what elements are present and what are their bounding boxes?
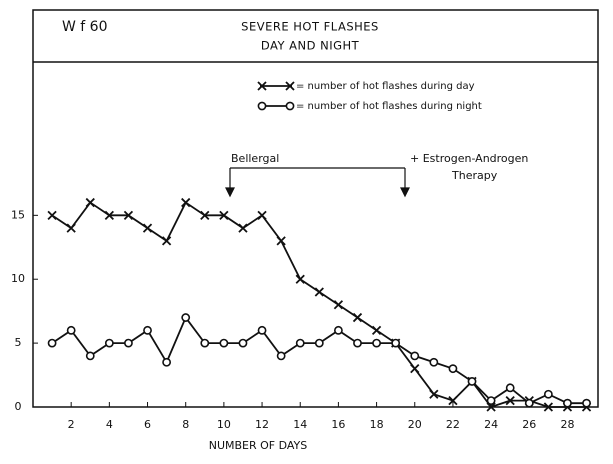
- x-marker: [47, 210, 57, 220]
- x-marker: [181, 197, 191, 208]
- x-marker: [200, 210, 210, 220]
- x-tick-label: 24: [484, 418, 498, 431]
- x-marker: [314, 287, 324, 297]
- legend-marker: [257, 101, 267, 111]
- o-marker: [467, 377, 477, 386]
- x-marker: [142, 223, 153, 233]
- legend-marker: [285, 81, 295, 91]
- x-tick-label: 6: [144, 418, 151, 431]
- x-marker: [66, 223, 76, 233]
- chart-subtitle: DAY AND NIGHT: [261, 39, 360, 53]
- legend-label: = number of hot flashes during day: [296, 81, 475, 92]
- chart-title: SEVERE HOT FLASHES: [241, 20, 379, 34]
- x-marker: [448, 395, 458, 406]
- x-marker: [429, 389, 439, 399]
- series-line: [51, 201, 587, 409]
- o-marker: [124, 338, 133, 348]
- o-marker: [314, 338, 324, 348]
- x-tick-label: 28: [560, 418, 574, 431]
- x-marker: [352, 312, 363, 323]
- x-marker: [410, 364, 420, 374]
- x-tick-label: 8: [182, 418, 189, 431]
- o-marker: [448, 364, 458, 374]
- x-tick-label: 16: [331, 418, 345, 431]
- x-tick-label: 12: [255, 418, 269, 431]
- o-marker: [257, 325, 267, 335]
- o-marker: [334, 325, 343, 335]
- panel-label: W f 60: [62, 19, 108, 35]
- o-marker: [524, 398, 534, 408]
- y-tick-label: 10: [11, 272, 25, 285]
- y-tick-label: 15: [11, 208, 25, 221]
- x-tick-label: 10: [217, 418, 231, 431]
- o-marker: [353, 338, 362, 348]
- o-marker: [486, 396, 496, 406]
- x-marker: [505, 395, 515, 406]
- o-marker: [410, 351, 420, 361]
- frame: [32, 9, 599, 408]
- x-tick-label: 26: [522, 418, 536, 431]
- x-marker: [85, 197, 95, 208]
- legend-label: = number of hot flashes during night: [296, 101, 482, 112]
- x-marker: [257, 210, 267, 220]
- o-marker: [162, 357, 172, 367]
- o-marker: [505, 383, 515, 393]
- o-marker: [66, 325, 76, 335]
- x-marker: [486, 402, 496, 412]
- o-marker: [391, 338, 401, 348]
- o-marker: [143, 325, 152, 335]
- o-marker: [372, 338, 381, 348]
- y-tick-label: 0: [15, 400, 22, 413]
- x-tick-label: 22: [446, 418, 460, 431]
- x-axis-label: NUMBER OF DAYS: [209, 439, 308, 452]
- x-tick-label: 18: [370, 418, 384, 431]
- o-marker: [238, 338, 248, 348]
- o-marker: [295, 338, 305, 348]
- x-marker: [543, 402, 554, 412]
- x-tick-label: 2: [68, 418, 75, 431]
- x-marker: [276, 236, 286, 246]
- y-tick-label: 5: [15, 336, 22, 349]
- o-marker: [276, 351, 286, 361]
- x-marker: [371, 325, 382, 335]
- legend-marker: [285, 101, 295, 111]
- o-marker: [104, 338, 114, 348]
- annotation: + Estrogen-Androgen: [410, 152, 528, 165]
- x-marker: [219, 210, 229, 220]
- legend-marker: [257, 81, 267, 91]
- x-tick-label: 20: [408, 418, 422, 431]
- o-marker: [543, 389, 553, 399]
- annotation: Bellergal: [231, 152, 279, 165]
- o-marker: [85, 351, 95, 361]
- o-marker: [200, 338, 210, 348]
- x-marker: [333, 300, 344, 310]
- o-marker: [181, 313, 191, 322]
- x-marker: [161, 236, 172, 246]
- series-line: [51, 315, 587, 405]
- x-marker: [123, 210, 134, 220]
- therapy-arrows: [225, 167, 410, 198]
- x-marker: [104, 210, 114, 220]
- o-marker: [563, 398, 572, 408]
- x-tick-label: 4: [106, 418, 113, 431]
- o-marker: [219, 338, 229, 348]
- x-tick-label: 14: [293, 418, 307, 431]
- o-marker: [582, 398, 591, 408]
- o-marker: [47, 338, 57, 348]
- o-marker: [429, 357, 439, 367]
- x-marker: [238, 223, 248, 233]
- annotation: Therapy: [451, 169, 498, 182]
- x-marker: [295, 274, 305, 284]
